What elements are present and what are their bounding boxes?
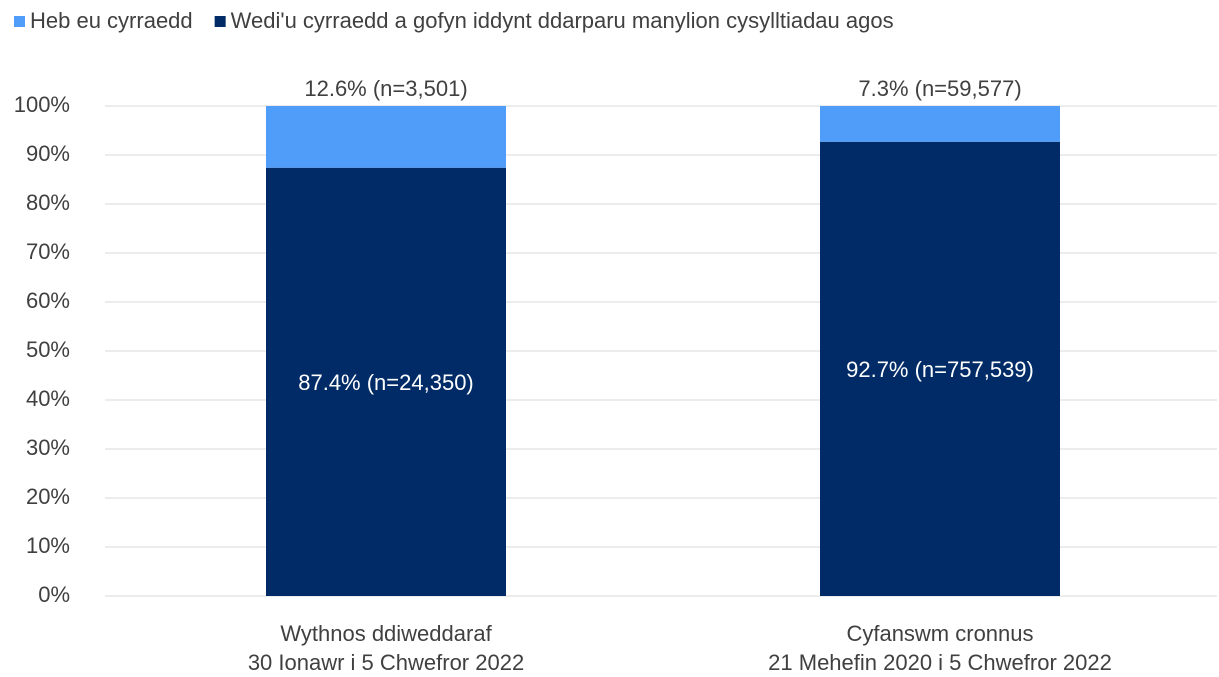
bar-segment: [820, 141, 1060, 596]
data-label: 87.4% (n=24,350): [298, 369, 474, 395]
data-label: 92.7% (n=757,539): [846, 356, 1034, 382]
legend-label: Heb eu cyrraedd: [30, 8, 193, 33]
y-tick-label: 0%: [38, 582, 70, 607]
y-tick-label: 90%: [26, 141, 70, 166]
y-tick-label: 60%: [26, 288, 70, 313]
legend-marker: [14, 16, 25, 27]
y-tick-label: 30%: [26, 435, 70, 460]
y-tick-label: 100%: [14, 92, 70, 117]
x-tick-label: 30 Ionawr i 5 Chwefror 2022: [248, 650, 524, 675]
y-tick-label: 40%: [26, 386, 70, 411]
legend-marker: [214, 16, 226, 27]
y-tick-label: 50%: [26, 337, 70, 362]
legend-label: Wedi'u cyrraedd a gofyn iddynt ddarparu …: [231, 8, 894, 33]
data-label: 7.3% (n=59,577): [858, 76, 1022, 101]
y-tick-label: 10%: [26, 533, 70, 558]
y-tick-label: 20%: [26, 484, 70, 509]
y-tick-label: 80%: [26, 190, 70, 215]
data-label: 12.6% (n=3,501): [304, 76, 468, 101]
x-tick-label: 21 Mehefin 2020 i 5 Chwefror 2022: [768, 650, 1112, 675]
bar-segment: [820, 106, 1060, 142]
x-tick-label: Cyfanswm cronnus: [846, 621, 1033, 646]
x-tick-label: Wythnos ddiweddaraf: [280, 621, 492, 646]
bar-segment: [266, 167, 506, 597]
y-tick-label: 70%: [26, 239, 70, 264]
bar-segment: [266, 106, 506, 168]
